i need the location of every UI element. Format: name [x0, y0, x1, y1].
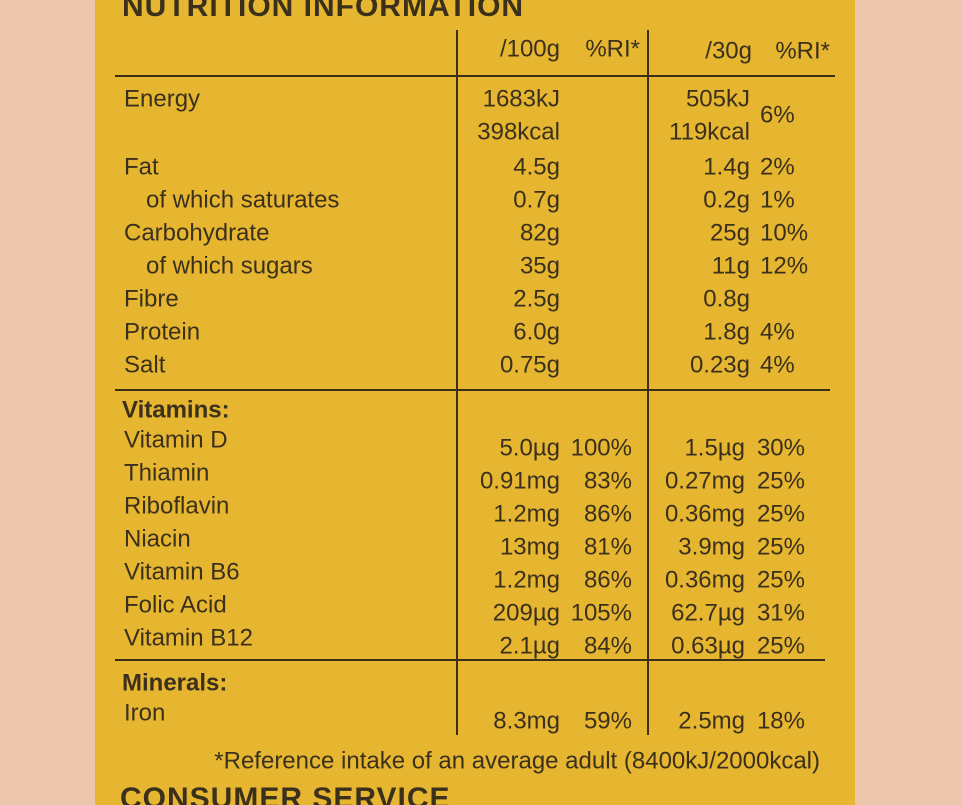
- row-label: Fat: [124, 153, 159, 180]
- column-header: /30g: [705, 37, 752, 64]
- cell: 1.2mg: [493, 500, 560, 527]
- row-label: Folic Acid: [124, 591, 227, 618]
- cell: 6%: [760, 101, 795, 128]
- cell: 25%: [757, 533, 805, 560]
- cell: 1.2mg: [493, 566, 560, 593]
- cell: 8.3mg: [493, 707, 560, 734]
- cell: 0.23g: [690, 351, 750, 378]
- cell: 25%: [757, 500, 805, 527]
- cell: 0.36mg: [665, 566, 745, 593]
- next-title: CONSUMER SERVICE: [120, 782, 451, 805]
- cell: 505kJ: [686, 85, 750, 112]
- title: NUTRITION INFORMATION: [122, 0, 524, 23]
- cell: 0.75g: [500, 351, 560, 378]
- row-label: Fibre: [124, 285, 179, 312]
- row-label: Vitamin B6: [124, 558, 240, 585]
- cell: 31%: [757, 599, 805, 626]
- row-label: Vitamin B12: [124, 624, 253, 651]
- row-label: Carbohydrate: [124, 219, 269, 246]
- cell: 25%: [757, 566, 805, 593]
- cell: 2.5g: [513, 285, 560, 312]
- row-label: Protein: [124, 318, 200, 345]
- cell: 86%: [584, 500, 632, 527]
- row-label: Salt: [124, 351, 166, 378]
- cell: 0.36mg: [665, 500, 745, 527]
- cell: 81%: [584, 533, 632, 560]
- cell: 84%: [584, 632, 632, 659]
- row-label: Riboflavin: [124, 492, 229, 519]
- cell: 2.5mg: [678, 707, 745, 734]
- cell: 30%: [757, 434, 805, 461]
- footnote: *Reference intake of an average adult (8…: [214, 747, 820, 774]
- cell: 62.7µg: [671, 599, 745, 626]
- row-label: of which sugars: [146, 252, 313, 279]
- cell: 3.9mg: [678, 533, 745, 560]
- cell: 0.91mg: [480, 467, 560, 494]
- row-label: Energy: [124, 85, 200, 112]
- cell: 86%: [584, 566, 632, 593]
- section-heading: Vitamins:: [122, 396, 230, 423]
- cell: 12%: [760, 252, 808, 279]
- cell: 100%: [571, 434, 632, 461]
- cell: 18%: [757, 707, 805, 734]
- row-label: of which saturates: [146, 186, 339, 213]
- row-label: Thiamin: [124, 459, 209, 486]
- cell: 5.0µg: [499, 434, 560, 461]
- cell: 10%: [760, 219, 808, 246]
- cell: 11g: [712, 252, 750, 279]
- cell: 1683kJ: [483, 85, 560, 112]
- cell: 119kcal: [669, 118, 750, 145]
- cell: 25%: [757, 467, 805, 494]
- cell: 1.4g: [703, 153, 750, 180]
- cell: 13mg: [500, 533, 560, 560]
- cell: 59%: [584, 707, 632, 734]
- cell: 83%: [584, 467, 632, 494]
- row-label: Vitamin D: [124, 426, 228, 453]
- cell: 1.8g: [703, 318, 750, 345]
- label-panel: [95, 0, 855, 805]
- cell: 0.7g: [513, 186, 560, 213]
- cell: 0.27mg: [665, 467, 745, 494]
- section-heading: Minerals:: [122, 669, 227, 696]
- column-header: /100g: [500, 35, 560, 62]
- cell: 0.63µg: [671, 632, 745, 659]
- cell: 25g: [710, 219, 750, 246]
- cell: 4%: [760, 351, 795, 378]
- row-label: Iron: [124, 699, 165, 726]
- cell: 0.2g: [703, 186, 750, 213]
- cell: 35g: [520, 252, 560, 279]
- cell: 398kcal: [477, 118, 560, 145]
- column-header: %RI*: [775, 37, 830, 64]
- cell: 4%: [760, 318, 795, 345]
- cell: 25%: [757, 632, 805, 659]
- cell: 82g: [520, 219, 560, 246]
- cell: 0.8g: [703, 285, 750, 312]
- cell: 105%: [571, 599, 632, 626]
- cell: 1.5µg: [684, 434, 745, 461]
- cell: 4.5g: [513, 153, 560, 180]
- cell: 2%: [760, 153, 795, 180]
- cell: 6.0g: [513, 318, 560, 345]
- row-label: Niacin: [124, 525, 191, 552]
- cell: 209µg: [493, 599, 560, 626]
- column-header: %RI*: [585, 35, 640, 62]
- cell: 1%: [760, 186, 795, 213]
- cell: 2.1µg: [499, 632, 560, 659]
